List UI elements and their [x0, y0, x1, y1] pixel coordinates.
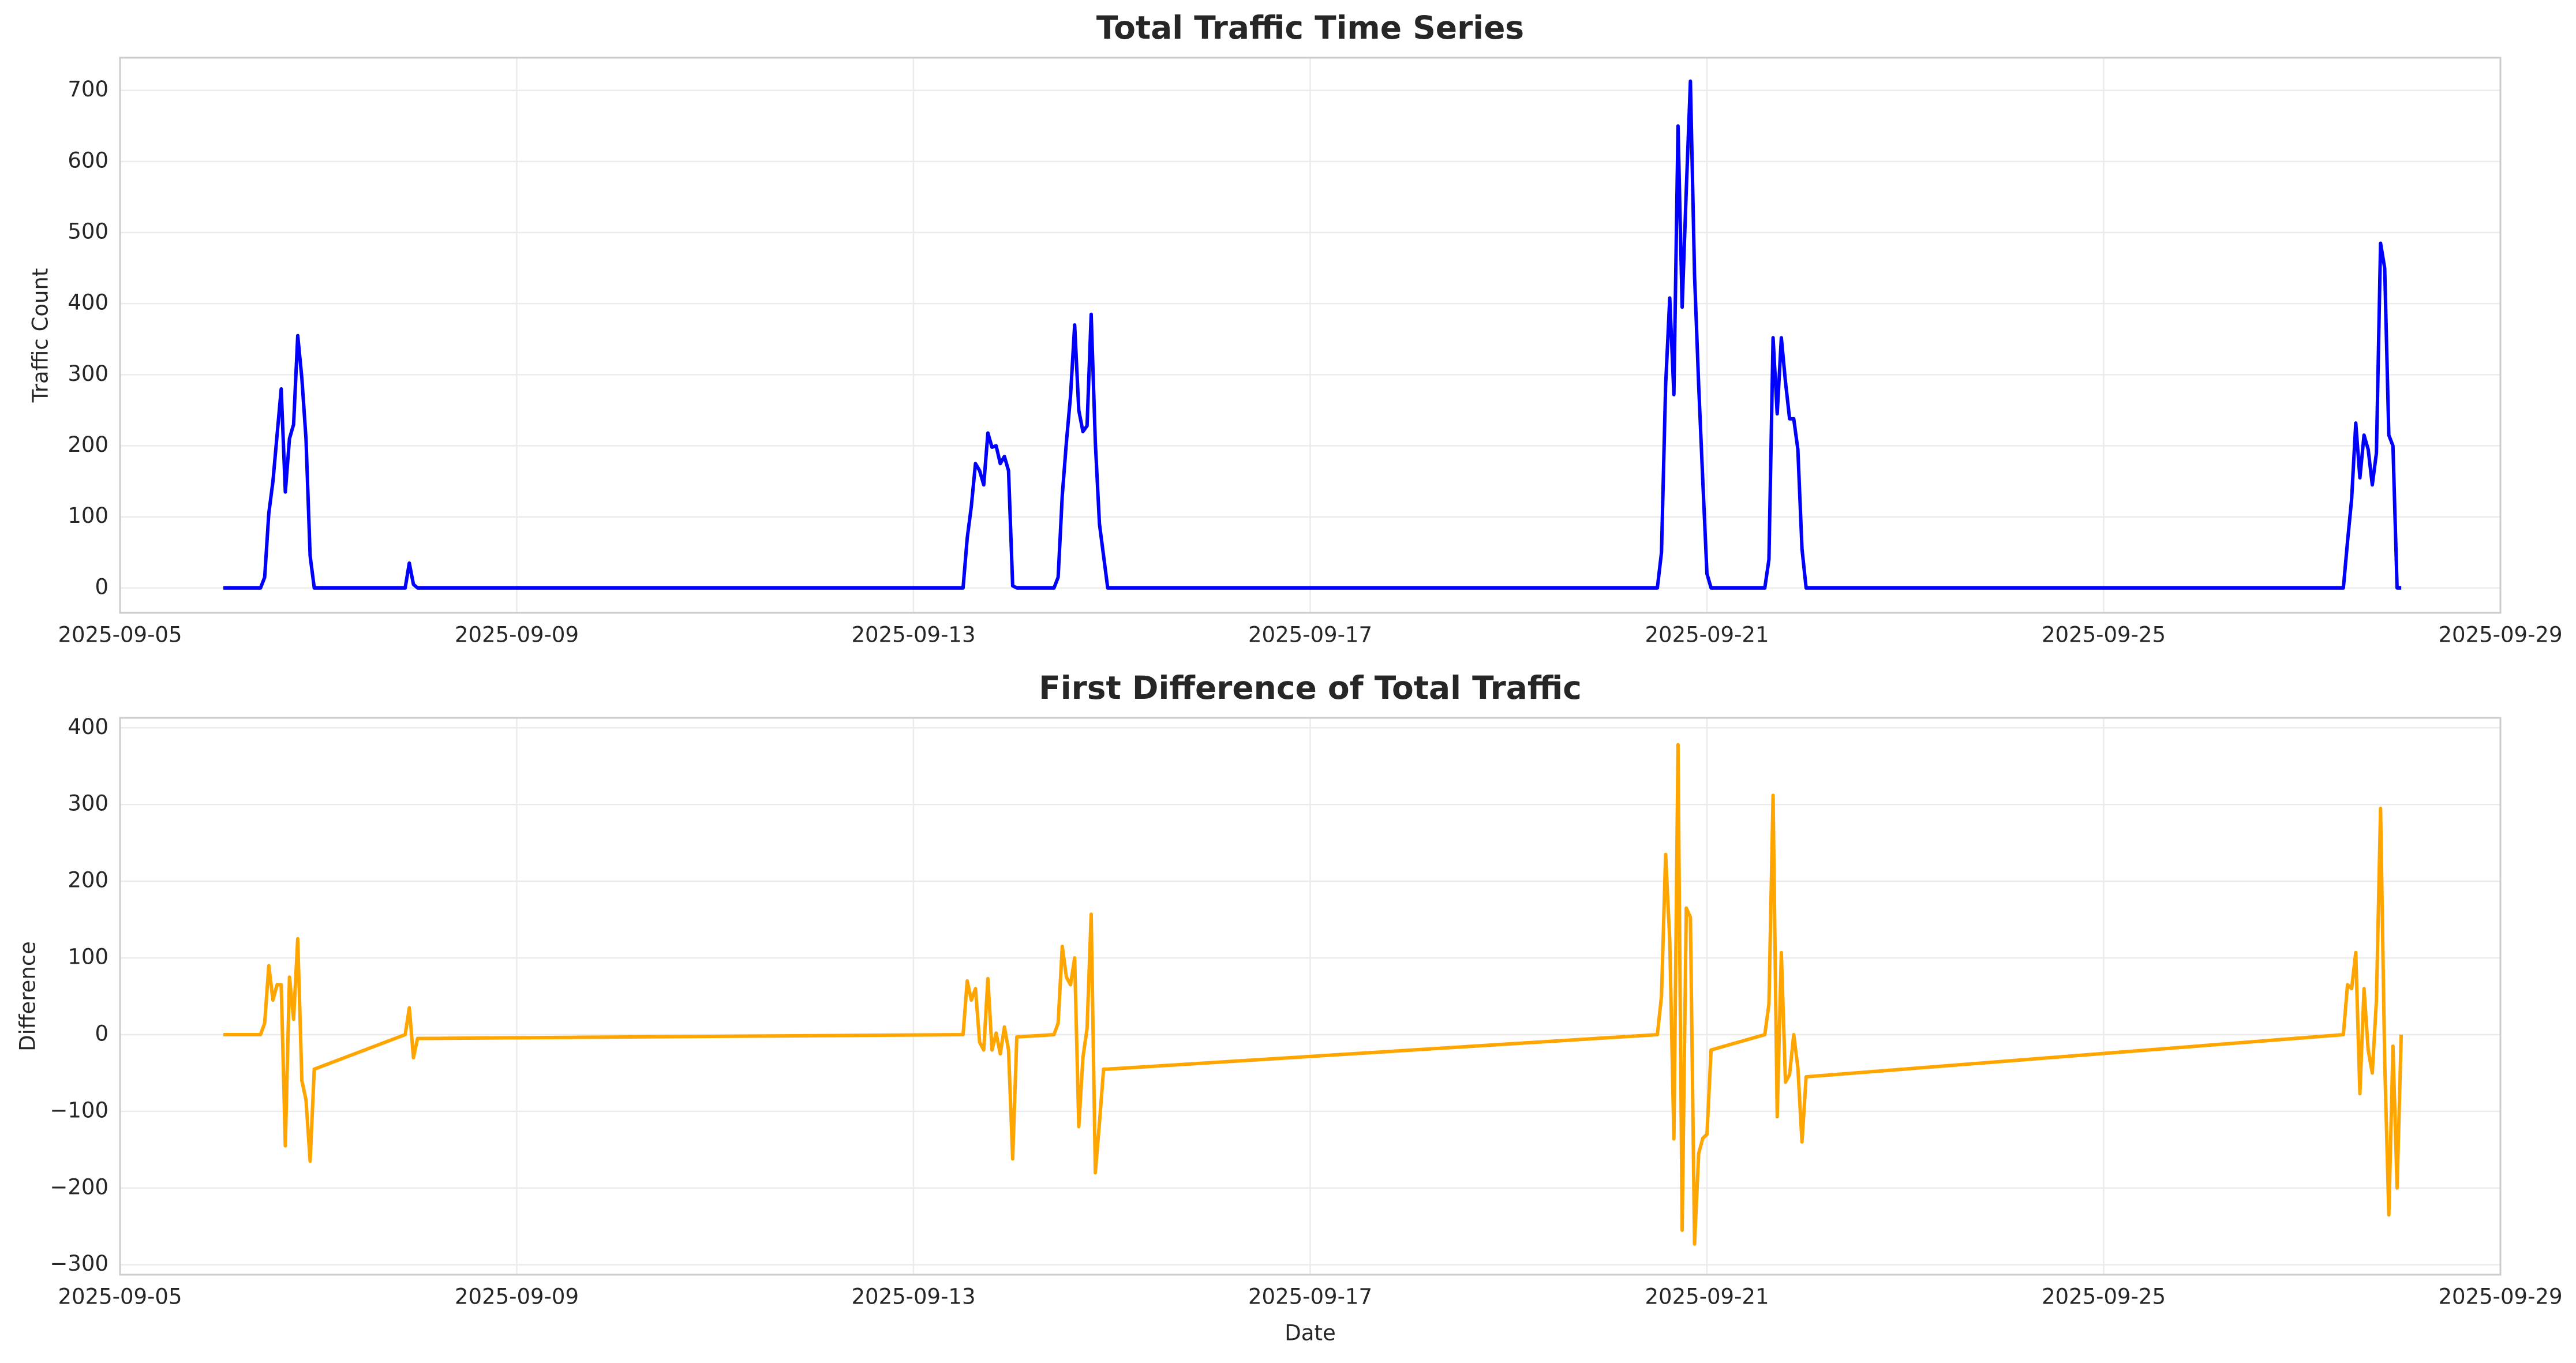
y-tick-label: 600 [68, 148, 108, 173]
x-tick-label: 2025-09-17 [1248, 623, 1372, 647]
y-tick-label: 300 [68, 361, 108, 386]
x-tick-label: 2025-09-05 [58, 623, 182, 647]
x-tick-label: 2025-09-13 [851, 1285, 975, 1309]
x-tick-label: 2025-09-13 [851, 623, 975, 647]
data-line [223, 79, 2402, 590]
y-tick-label: 200 [68, 432, 108, 457]
chart-title: Total Traffic Time Series [1096, 9, 1524, 46]
y-tick-label: −200 [50, 1174, 108, 1199]
x-tick-label: 2025-09-29 [2438, 623, 2562, 647]
y-tick-label: 300 [68, 791, 108, 816]
y-tick-label: −100 [50, 1098, 108, 1122]
plot-frame [119, 57, 2502, 614]
y-tick-label: 100 [68, 503, 108, 528]
x-tick-label: 2025-09-05 [58, 1285, 182, 1309]
y-tick-label: 500 [68, 219, 108, 244]
x-tick-label: 2025-09-21 [1645, 1285, 1769, 1309]
y-tick-label: 100 [68, 945, 108, 969]
x-tick-label: 2025-09-09 [455, 1285, 579, 1309]
y-tick-label: 200 [68, 868, 108, 893]
chart-title: First Difference of Total Traffic [1039, 669, 1582, 706]
x-tick-label: 2025-09-09 [455, 623, 579, 647]
x-tick-label: 2025-09-25 [2042, 1285, 2166, 1309]
plot-frame [119, 717, 2502, 1276]
y-axis-label: Difference [16, 941, 40, 1051]
x-tick-label: 2025-09-21 [1645, 623, 1769, 647]
x-tick-label: 2025-09-25 [2042, 623, 2166, 647]
y-tick-label: 700 [68, 77, 108, 102]
data-line [223, 743, 2403, 1246]
y-tick-label: 400 [68, 290, 108, 315]
x-tick-label: 2025-09-17 [1248, 1285, 1372, 1309]
y-axis-label: Traffic Count [28, 268, 53, 403]
y-tick-label: −300 [50, 1251, 108, 1276]
y-tick-label: 400 [68, 714, 108, 739]
y-tick-label: 0 [95, 574, 108, 599]
x-tick-label: 2025-09-29 [2438, 1285, 2562, 1309]
y-tick-label: 0 [95, 1021, 108, 1046]
x-axis-label: Date [1285, 1321, 1335, 1346]
